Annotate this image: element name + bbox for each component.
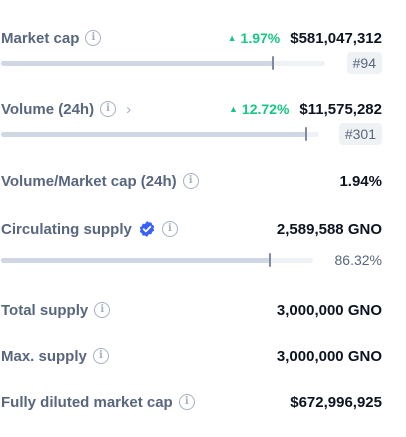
fully-diluted-market-cap-value: $672,996,925 — [290, 393, 382, 411]
max-supply-value: 3,000,000 GNO — [276, 347, 382, 365]
volume-bar-fill — [1, 132, 306, 137]
info-icon[interactable]: i — [178, 394, 195, 410]
volume-progress-bar — [1, 127, 319, 141]
fully-diluted-market-cap-row: Fully diluted market cap i $672,996,925 — [0, 390, 382, 414]
volume-change: ▲ 12.72% — [229, 101, 290, 117]
volume-market-cap-value: 1.94% — [339, 172, 382, 190]
volume-rank-badge: #301 — [338, 123, 382, 145]
info-icon[interactable]: i — [85, 30, 102, 46]
volume-label: Volume (24h) — [1, 100, 95, 118]
market-cap-rank-badge: #94 — [346, 52, 382, 74]
circulating-supply-bar-fill — [1, 258, 270, 263]
max-supply-row: Max. supply i 3,000,000 GNO — [0, 344, 382, 368]
market-cap-label: Market cap — [1, 29, 80, 47]
total-supply-value: 3,000,000 GNO — [276, 301, 382, 319]
caret-up-icon: ▲ — [229, 104, 238, 114]
circulating-supply-progress-bar — [1, 253, 313, 267]
info-icon[interactable]: i — [100, 101, 117, 117]
info-icon[interactable]: i — [182, 173, 199, 189]
max-supply-label: Max. supply — [1, 347, 87, 365]
volume-bar-row: #301 — [1, 123, 382, 145]
market-cap-bar-marker — [272, 56, 274, 70]
info-icon[interactable]: i — [92, 348, 109, 364]
circulating-supply-value: 2,589,588 GNO — [276, 220, 382, 238]
volume-value: $11,575,282 — [299, 100, 382, 118]
volume-bar-marker — [305, 127, 307, 141]
total-supply-row: Total supply i 3,000,000 GNO — [0, 298, 382, 322]
total-supply-label: Total supply — [1, 301, 89, 319]
market-cap-bar-fill — [1, 61, 273, 66]
verified-badge-icon[interactable] — [138, 220, 156, 238]
market-cap-change: ▲ 1.97% — [227, 30, 281, 46]
market-cap-bar-row: #94 — [1, 52, 382, 74]
volume-market-cap-label: Volume/Market cap (24h) — [1, 172, 177, 190]
volume-row: Volume (24h) i › ▲ 12.72% $11,575,282 — [0, 97, 382, 121]
circulating-supply-percent: 86.32% — [334, 252, 382, 268]
circulating-supply-label: Circulating supply — [1, 220, 132, 238]
caret-up-icon: ▲ — [227, 33, 237, 43]
circulating-supply-bar-row: 86.32% — [1, 249, 382, 271]
chevron-right-icon[interactable]: › — [126, 100, 132, 118]
info-icon[interactable]: i — [161, 221, 178, 237]
circulating-supply-row: Circulating supply i 2,589,588 GNO — [0, 217, 382, 241]
market-cap-value: $581,047,312 — [290, 29, 382, 47]
info-icon[interactable]: i — [94, 302, 111, 318]
fully-diluted-market-cap-label: Fully diluted market cap — [1, 393, 173, 411]
market-cap-row: Market cap i ▲ 1.97% $581,047,312 — [0, 26, 382, 50]
volume-market-cap-row: Volume/Market cap (24h) i 1.94% — [0, 169, 382, 193]
market-cap-progress-bar — [1, 56, 325, 70]
circulating-supply-bar-marker — [269, 253, 271, 267]
